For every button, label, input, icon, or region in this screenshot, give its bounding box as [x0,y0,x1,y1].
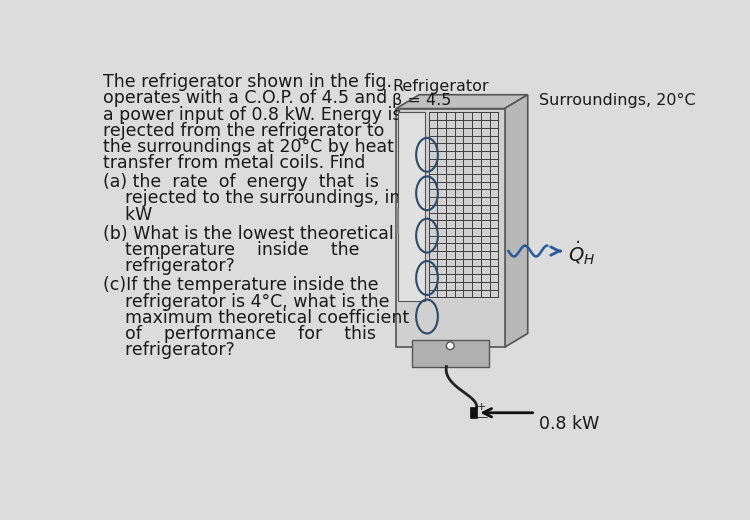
Circle shape [446,342,454,349]
Text: maximum theoretical coefficient: maximum theoretical coefficient [103,309,410,327]
Bar [470,407,477,418]
Text: temperature    inside    the: temperature inside the [103,241,359,259]
Text: the surroundings at 20°C by heat: the surroundings at 20°C by heat [103,138,394,156]
Text: Refrigerator: Refrigerator [392,80,489,94]
Text: kW: kW [103,205,152,224]
Text: of    performance    for    this: of performance for this [103,325,376,343]
Text: (b) What is the lowest theoretical: (b) What is the lowest theoretical [103,225,394,243]
Bar [398,112,425,301]
Text: (c)If the temperature inside the: (c)If the temperature inside the [103,277,379,294]
Text: rejected to the surroundings, in: rejected to the surroundings, in [103,189,400,207]
Text: a power input of 0.8 kW. Energy is: a power input of 0.8 kW. Energy is [103,106,401,124]
Text: transfer from metal coils. Find: transfer from metal coils. Find [103,154,365,172]
Text: rejected from the refrigerator to: rejected from the refrigerator to [103,122,385,140]
Polygon shape [396,95,528,109]
Polygon shape [505,95,528,347]
Text: operates with a C.O.P. of 4.5 and: operates with a C.O.P. of 4.5 and [103,89,387,107]
Text: +: + [476,401,486,412]
Text: —: — [476,412,488,422]
Text: $\dot{Q}_H$: $\dot{Q}_H$ [568,239,596,267]
Bar [396,109,505,347]
Text: refrigerator?: refrigerator? [103,257,235,275]
Text: refrigerator?: refrigerator? [103,341,235,359]
Text: β = 4.5: β = 4.5 [392,93,452,108]
Text: refrigerator is 4°C, what is the: refrigerator is 4°C, what is the [103,293,389,310]
Text: (a) the  rate  of  energy  that  is: (a) the rate of energy that is [103,173,379,191]
Bar [412,340,489,367]
Text: 0.8 kW: 0.8 kW [538,415,598,433]
Text: Surroundings, 20°C: Surroundings, 20°C [539,93,696,108]
Text: The refrigerator shown in the fig.: The refrigerator shown in the fig. [103,73,392,91]
